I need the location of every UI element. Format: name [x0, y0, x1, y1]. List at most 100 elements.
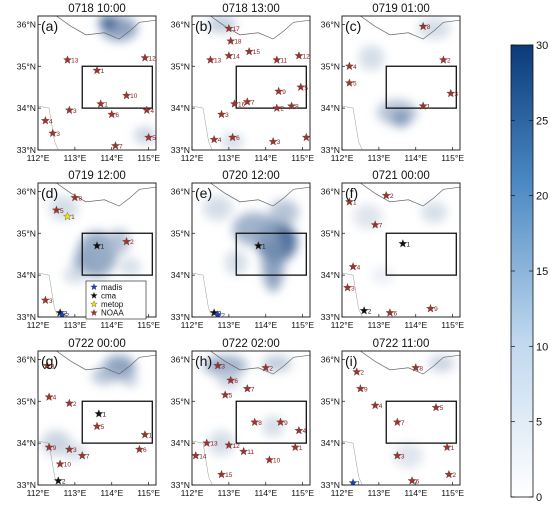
station-number: 13: [210, 441, 218, 448]
y-tick-label: 34°N: [17, 270, 36, 280]
station-NOAA: [213, 361, 223, 370]
station-NOAA: [96, 99, 106, 108]
y-tick-label: 33°N: [321, 145, 340, 155]
y-tick-label: 34°N: [17, 438, 36, 448]
station-number: 12: [149, 55, 157, 62]
study-area-box: [385, 232, 457, 276]
station-NOAA: [439, 55, 448, 64]
x-tick-label: 113°E: [367, 320, 390, 330]
station-NOAA: [44, 442, 54, 452]
y-tick-label: 34°N: [17, 103, 36, 113]
station-number: 2: [221, 313, 225, 320]
panel-title: 0722 00:00: [68, 338, 126, 350]
station-number: 5: [101, 424, 105, 431]
precip-field: [203, 195, 233, 221]
y-tick-label: 33°N: [17, 480, 36, 490]
station-number: 4: [357, 264, 361, 271]
x-tick-label: 112°E: [331, 488, 354, 498]
station-metop: [63, 211, 72, 221]
station-number: 7: [119, 143, 123, 150]
station-NOAA: [411, 363, 421, 372]
panel-e: 0720 12:00122(e)112°E113°E114°E115°E33°N…: [171, 170, 315, 330]
y-tick-label: 34°N: [171, 270, 190, 280]
station-number: 5: [304, 85, 308, 92]
province-boundary: [192, 272, 213, 317]
precip-field: [91, 367, 118, 385]
station-NOAA: [142, 105, 152, 114]
station-number: 3: [401, 453, 405, 460]
station-number: 1: [299, 445, 303, 452]
station-number: 1: [451, 445, 455, 452]
station-number: 2: [280, 106, 284, 113]
station-number: 9: [284, 420, 288, 427]
x-tick-label: 115°E: [441, 153, 464, 163]
precip-field: [232, 212, 277, 246]
station-number: 8: [258, 420, 262, 427]
station-number: 15: [253, 49, 261, 56]
station-number: 9: [434, 306, 438, 313]
y-tick-label: 34°N: [321, 270, 340, 280]
station-number: 8: [427, 24, 431, 31]
precip-field: [371, 266, 394, 284]
province-boundary: [38, 272, 59, 317]
station-NOAA: [392, 451, 402, 460]
station-NOAA: [261, 363, 271, 372]
station-cma: [253, 241, 263, 250]
station-number: 5: [353, 81, 357, 88]
station-number: 7: [86, 453, 90, 460]
station-NOAA: [63, 55, 72, 64]
station-number: 3: [277, 139, 281, 146]
precip-field: [393, 443, 424, 469]
station-number: 4: [303, 428, 307, 435]
study-area-box: [235, 65, 307, 109]
x-tick-label: 114°E: [100, 153, 123, 163]
station-NOAA: [287, 101, 296, 110]
province-boundary: [192, 105, 213, 150]
station-NOAA: [44, 392, 54, 401]
y-tick-label: 33°N: [17, 312, 36, 322]
legend-label-madis: madis: [101, 283, 122, 292]
station-number: 14: [232, 53, 240, 60]
precip-field: [221, 133, 244, 150]
legend-marker-cma: [90, 291, 98, 299]
station-NOAA: [343, 283, 352, 292]
station-cma: [94, 409, 104, 418]
station-NOAA: [217, 109, 226, 119]
station-number: 17: [232, 26, 240, 33]
y-tick-label: 35°N: [17, 228, 36, 238]
station-NOAA: [92, 65, 102, 75]
precip-field: [391, 110, 411, 127]
panel-label: (c): [345, 18, 361, 34]
station-number: 9: [53, 445, 57, 452]
station-NOAA: [370, 220, 380, 229]
station-NOAA: [70, 193, 80, 202]
x-tick-label: 113°E: [217, 153, 240, 163]
study-area-box: [81, 400, 153, 444]
panel-d: 0719 12:0058112322(d)112°E113°E114°E115°…: [17, 170, 161, 330]
panel-frame: [341, 15, 461, 151]
station-NOAA: [294, 51, 304, 60]
y-tick-label: 36°N: [171, 354, 190, 364]
station-NOAA: [370, 400, 380, 410]
precip-field: [41, 430, 72, 456]
precip-field: [49, 195, 79, 221]
station-NOAA: [224, 23, 234, 33]
station-NOAA: [348, 262, 358, 271]
station-number: 13: [71, 58, 79, 65]
station-NOAA: [242, 97, 252, 106]
station-NOAA: [418, 101, 428, 110]
y-tick-label: 35°N: [171, 396, 190, 406]
province-boundary: [210, 351, 310, 375]
y-tick-label: 36°N: [17, 186, 36, 196]
station-number: 4: [353, 64, 357, 71]
station-number: 2: [269, 365, 273, 372]
plot-area: [38, 16, 156, 150]
station-NOAA: [224, 440, 234, 449]
y-tick-label: 33°N: [171, 312, 190, 322]
colorbar: 0 5 10 15 20 25 30: [510, 40, 548, 504]
panel-title: 0722 02:00: [222, 338, 280, 350]
x-tick-label: 114°E: [404, 320, 427, 330]
station-number: 6: [236, 135, 240, 142]
province-boundary: [210, 183, 310, 207]
panel-title: 0721 00:00: [372, 170, 430, 182]
